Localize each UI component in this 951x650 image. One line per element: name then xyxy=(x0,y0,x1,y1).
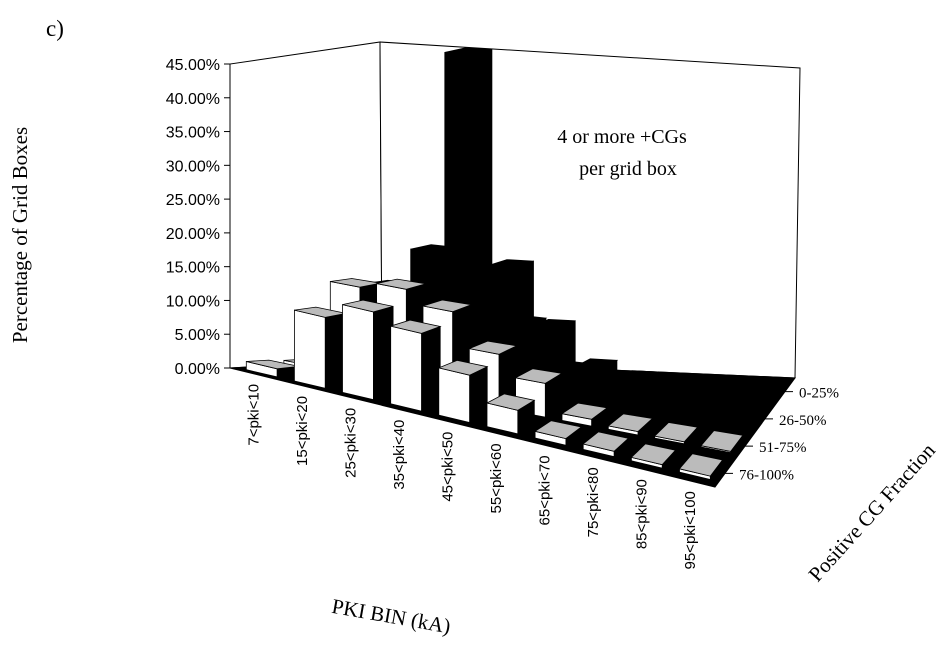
bar-top xyxy=(485,393,536,411)
bar-side xyxy=(469,366,488,424)
bar-top xyxy=(376,278,427,290)
annotation-line-1: 4 or more +CGs xyxy=(557,126,687,148)
y-tick-label: 30.00% xyxy=(166,158,220,175)
y-tick-label: 45.00% xyxy=(166,57,220,74)
x-tick-label: 95<pki<100 xyxy=(682,491,699,569)
bar-top xyxy=(700,377,743,395)
bar-top xyxy=(721,405,764,426)
bar-front xyxy=(342,304,374,401)
bar-top xyxy=(514,368,563,384)
bar xyxy=(560,402,609,427)
bar-top xyxy=(630,443,677,466)
bar-top xyxy=(582,431,630,452)
x-tick-label: 15<pki<20 xyxy=(294,396,311,466)
bar-top xyxy=(498,314,548,328)
y-tick-label: 15.00% xyxy=(166,260,220,277)
bar xyxy=(700,430,744,454)
bar xyxy=(582,431,630,458)
y-tick-label: 10.00% xyxy=(166,293,220,310)
bar-top xyxy=(632,393,678,411)
bar xyxy=(514,368,563,418)
bar xyxy=(677,400,721,421)
bar xyxy=(630,443,677,470)
bar-front xyxy=(438,367,471,424)
y-tick-label: 25.00% xyxy=(166,192,220,209)
y-tick-label: 5.00% xyxy=(175,327,220,344)
series-label: 76-100% xyxy=(739,467,794,483)
bar xyxy=(293,306,347,389)
y-axis: 0.00% 5.00% 10.00% 15.00% 20.00% 25.00% 30.00%… xyxy=(166,57,231,378)
bar xyxy=(437,359,489,424)
bar-top xyxy=(614,370,660,385)
x-tick-label: 7<pki<10 xyxy=(245,384,262,446)
y-tick-label: 40.00% xyxy=(166,91,220,108)
bar-top xyxy=(455,275,503,287)
y-tick-label: 0.00% xyxy=(175,361,220,378)
bar-top xyxy=(389,319,442,334)
x-tick-label: 55<pki<60 xyxy=(488,443,505,513)
panel-label: c) xyxy=(46,16,64,41)
z-axis-label: Positive CG Fraction xyxy=(804,438,941,586)
bar xyxy=(389,319,442,412)
x-tick-label: 85<pki<90 xyxy=(633,479,650,549)
bar xyxy=(607,413,654,436)
z-axis: 0-25% 26-50% 51-75% 76-100% xyxy=(725,386,839,483)
bar xyxy=(632,393,678,415)
bar-top xyxy=(543,359,591,374)
bar xyxy=(342,299,394,401)
bar-side xyxy=(421,325,441,412)
y-tick-label: 20.00% xyxy=(166,226,220,243)
bar-group xyxy=(245,47,785,481)
x-tick-label: 65<pki<70 xyxy=(536,455,553,525)
bar-top xyxy=(534,420,583,440)
bar xyxy=(485,393,536,435)
bar-top xyxy=(342,299,394,313)
bar-top xyxy=(607,413,654,433)
bar-top xyxy=(437,359,489,376)
bar xyxy=(721,405,764,428)
bar-top xyxy=(587,386,634,402)
bar-top xyxy=(678,453,724,477)
bar xyxy=(534,420,583,447)
y-axis-label: Percentage of Grid Boxes xyxy=(8,127,32,343)
bar xyxy=(653,422,699,445)
bar-top xyxy=(653,422,699,443)
bar-top xyxy=(657,374,702,390)
x-tick-label: 45<pki<50 xyxy=(439,432,456,502)
bar-top xyxy=(410,244,460,254)
bar xyxy=(614,370,660,389)
bar xyxy=(245,359,300,378)
bar-front xyxy=(293,309,326,389)
bar xyxy=(700,377,743,397)
series-label: 26-50% xyxy=(779,413,827,429)
bar xyxy=(587,386,634,408)
annotation-line-2: per grid box xyxy=(579,158,677,180)
bar-top xyxy=(487,259,534,269)
bar-front xyxy=(390,325,422,412)
bar xyxy=(743,380,785,401)
bar-top xyxy=(677,400,721,419)
bar-top xyxy=(700,430,744,452)
x-tick-label: 75<pki<80 xyxy=(585,467,602,537)
bar-top xyxy=(444,47,493,56)
series-label: 51-75% xyxy=(759,440,807,456)
bar-side xyxy=(372,305,394,401)
x-axis-label: PKI BIN (kA) xyxy=(330,594,453,639)
x-axis: 7<pki<10 15<pki<20 25<pki<30 35<pki<40 45<pk… xyxy=(245,384,699,570)
x-tick-label: 25<pki<30 xyxy=(342,408,359,478)
series-label: 0-25% xyxy=(799,386,839,402)
bar-top xyxy=(467,340,518,355)
x-tick-label: 35<pki<40 xyxy=(391,420,408,490)
bar-top xyxy=(743,380,785,399)
bar xyxy=(678,453,724,481)
bar xyxy=(657,374,702,393)
bar-top xyxy=(560,402,609,420)
bar-top xyxy=(422,299,473,313)
y-tick-label: 35.00% xyxy=(166,125,220,142)
